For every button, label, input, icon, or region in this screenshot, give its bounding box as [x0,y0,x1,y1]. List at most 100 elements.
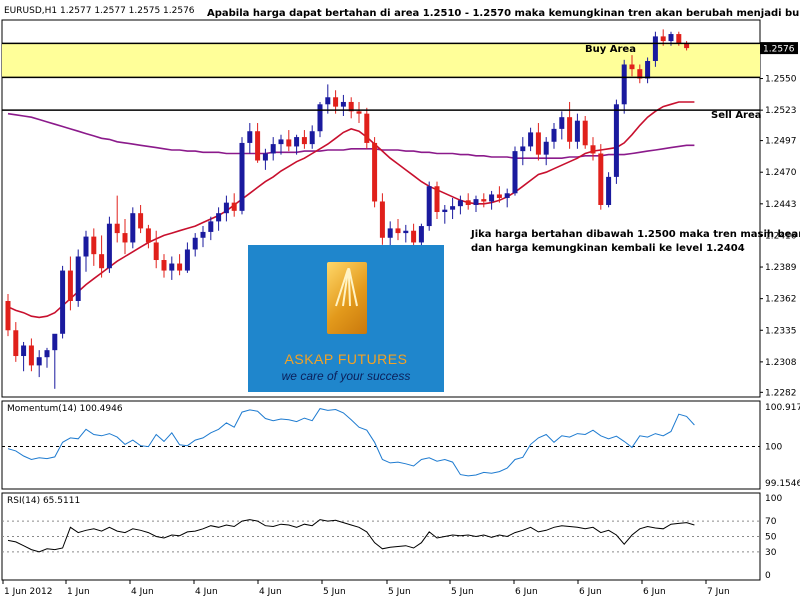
candle-body [130,213,136,243]
candle-body [645,60,651,79]
candle-body [153,242,159,261]
rsi-line [7,519,695,553]
candle-body [543,141,549,155]
candle-body [262,153,268,161]
candle-body [489,194,495,202]
time-tick-label: 1 Jun 2012 [4,587,52,597]
rsi-tick-label: 70 [765,517,777,527]
candle-body [598,153,604,205]
sell-area-label: Sell Area [711,110,762,121]
bearish-annotation-line2: dan harga kemungkinan kembali ke level 1… [471,243,745,254]
candle-body [294,137,300,147]
time-tick-label: 7 Jun [707,587,730,597]
candle-body [278,139,284,145]
price-tick-label: 1.2497 [765,137,797,147]
price-tick-label: 1.2416 [765,231,797,241]
momentum-panel [1,400,761,490]
momentum-tick-label: 99.1546 [765,479,800,489]
price-tick-label: 1.2282 [765,388,797,398]
momentum-label: Momentum(14) 100.4946 [7,404,123,414]
price-tick-label: 1.2362 [765,295,797,305]
rsi-tick-label: 100 [765,494,782,504]
candle-body [582,120,588,146]
price-tick-label: 1.2335 [765,326,797,336]
ma-fast-line [7,101,695,319]
candle-body [403,230,409,234]
candle-body [5,300,11,331]
logo-name: ASKAP FUTURES [284,351,408,367]
candle-body [450,206,456,210]
candle-body [21,345,27,357]
candle-body [333,97,339,107]
candle-body [379,201,385,238]
candle-body [481,199,487,202]
symbol-header: EURUSD,H1 1.2577 1.2577 1.2575 1.2576 [4,6,195,16]
candle-body [99,254,105,269]
candle-body [286,139,292,147]
askap-futures-logo: ASKAP FUTURES we care of your success [248,245,444,392]
candle-body [309,131,315,145]
current-price-label: 1.2576 [763,45,795,55]
candle-body [684,43,690,49]
candle-body [465,200,471,205]
candle-body [239,142,245,211]
candle-body [613,104,619,177]
time-tick-label: 4 Jun [131,587,154,597]
candle-body [200,231,206,238]
price-tick-label: 1.2443 [765,200,797,210]
candle-body [660,36,666,42]
time-tick-label: 5 Jun [388,587,411,597]
rsi-panel [1,492,761,581]
candle-body [442,209,448,213]
candle-body [457,200,463,207]
candle-body [208,221,214,232]
momentum-tick-label: 100.9178 [765,403,800,413]
candle-body [60,270,66,334]
candle-body [411,230,417,243]
candle-body [652,36,658,61]
candle-body [75,256,81,301]
candle-body [36,357,42,366]
candle-body [496,194,502,198]
candle-body [395,228,401,234]
price-tick-label: 1.2308 [765,358,797,368]
candle-body [590,145,596,154]
candle-body [184,249,190,271]
candle-body [434,186,440,213]
bearish-annotation-line1: Jika harga bertahan dibawah 1.2500 maka … [470,229,800,240]
rsi-label: RSI(14) 65.5111 [7,496,80,506]
candle-body [169,263,175,271]
candle-body [301,137,307,145]
time-tick-label: 4 Jun [195,587,218,597]
candle-body [13,330,19,357]
candle-body [364,113,370,143]
candle-body [426,186,432,227]
candle-body [28,345,34,366]
candle-body [528,132,534,147]
candle-body [270,144,276,154]
candle-body [559,117,565,129]
candle-body [668,34,674,42]
candle-body [535,132,541,155]
candle-body [317,104,323,132]
momentum-line [7,408,695,477]
candle-body [138,213,144,229]
candle-body [567,117,573,142]
candle-body [504,193,510,198]
candle-body [387,228,393,238]
price-tick-label: 1.2470 [765,168,797,178]
candle-body [255,131,261,161]
time-tick-label: 6 Jun [643,587,666,597]
candle-body [606,176,612,205]
candle-body [348,101,354,112]
candle-body [418,226,424,243]
time-tick-label: 4 Jun [259,587,282,597]
candle-body [44,350,50,358]
buy-zone [2,43,760,78]
candle-body [177,263,183,271]
candle-body [91,236,97,255]
candle-body [676,34,682,44]
candle-body [216,213,222,222]
